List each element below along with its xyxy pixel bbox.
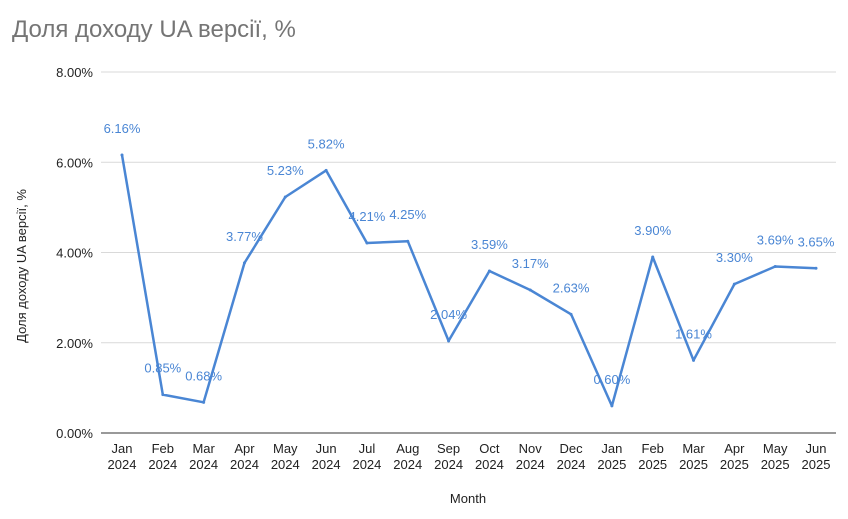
x-axis-title: Month [450, 491, 486, 506]
data-point [569, 312, 573, 316]
x-tick-label: Jun 2024 [312, 441, 341, 472]
data-point [283, 195, 287, 199]
data-point [365, 241, 369, 245]
data-label: 1.61% [675, 326, 712, 341]
x-axis-ticks: Jan 2024 Feb 2024 Mar 2024 Apr 2024 May 2024 Jun 20… [108, 441, 831, 472]
data-label: 3.59% [471, 237, 508, 252]
data-label: 3.90% [634, 223, 671, 238]
data-point [120, 153, 124, 157]
data-label: 0.60% [593, 372, 630, 387]
data-label: 3.30% [716, 250, 753, 265]
data-label: 4.21% [349, 209, 386, 224]
y-tick-label: 2.00% [56, 336, 93, 351]
x-tick-label: Feb 2024 [148, 441, 177, 472]
x-tick-label: Jun 2025 [802, 441, 831, 472]
data-point [447, 339, 451, 343]
data-label: 2.04% [430, 307, 467, 322]
x-tick-label: May 2024 [271, 441, 300, 472]
x-tick-label: Jan 2025 [597, 441, 626, 472]
data-point [773, 264, 777, 268]
data-point [651, 255, 655, 259]
y-tick-label: 0.00% [56, 426, 93, 441]
data-point [814, 266, 818, 270]
data-point [406, 239, 410, 243]
y-tick-label: 4.00% [56, 246, 93, 261]
x-tick-label: Mar 2024 [189, 441, 218, 472]
x-tick-label: Sep 2024 [434, 441, 463, 472]
data-label: 6.16% [104, 121, 141, 136]
data-point [202, 400, 206, 404]
data-labels: 6.16% 0.85% 0.68% 3.77% 5.23% 5.82% 4.21% 4.25%… [104, 121, 835, 387]
x-tick-label: May 2025 [761, 441, 790, 472]
x-tick-label: Jan 2024 [108, 441, 137, 472]
y-axis-title: Доля доходу UA версії, % [14, 189, 29, 343]
x-tick-label: Aug 2024 [393, 441, 422, 472]
data-label: 3.69% [757, 232, 794, 247]
data-point [528, 288, 532, 292]
data-point [161, 393, 165, 397]
data-points [120, 153, 818, 408]
data-point [610, 404, 614, 408]
data-point [487, 269, 491, 273]
x-tick-label: Jul 2024 [352, 441, 381, 472]
data-label: 3.65% [798, 234, 835, 249]
data-label: 3.77% [226, 229, 263, 244]
x-tick-label: Apr 2024 [230, 441, 259, 472]
x-tick-label: Feb 2025 [638, 441, 667, 472]
data-label: 0.85% [144, 361, 181, 376]
data-point [692, 358, 696, 362]
data-point [242, 261, 246, 265]
data-point [324, 168, 328, 172]
x-tick-label: Oct 2024 [475, 441, 504, 472]
x-tick-label: Apr 2025 [720, 441, 749, 472]
series-line [120, 153, 818, 408]
data-label: 0.68% [185, 368, 222, 383]
data-label: 5.82% [308, 136, 345, 151]
data-label: 5.23% [267, 163, 304, 178]
x-tick-label: Mar 2025 [679, 441, 708, 472]
data-label: 4.25% [389, 207, 426, 222]
x-tick-label: Dec 2024 [557, 441, 586, 472]
y-tick-label: 8.00% [56, 65, 93, 80]
data-point [732, 282, 736, 286]
y-axis-ticks: 0.00% 2.00% 4.00% 6.00% 8.00% [56, 65, 93, 441]
data-label: 2.63% [553, 280, 590, 295]
gridlines [101, 71, 836, 344]
y-tick-label: 6.00% [56, 155, 93, 170]
x-tick-label: Nov 2024 [516, 441, 545, 472]
data-label: 3.17% [512, 256, 549, 271]
chart-title: Доля доходу UA версії, % [12, 16, 296, 43]
